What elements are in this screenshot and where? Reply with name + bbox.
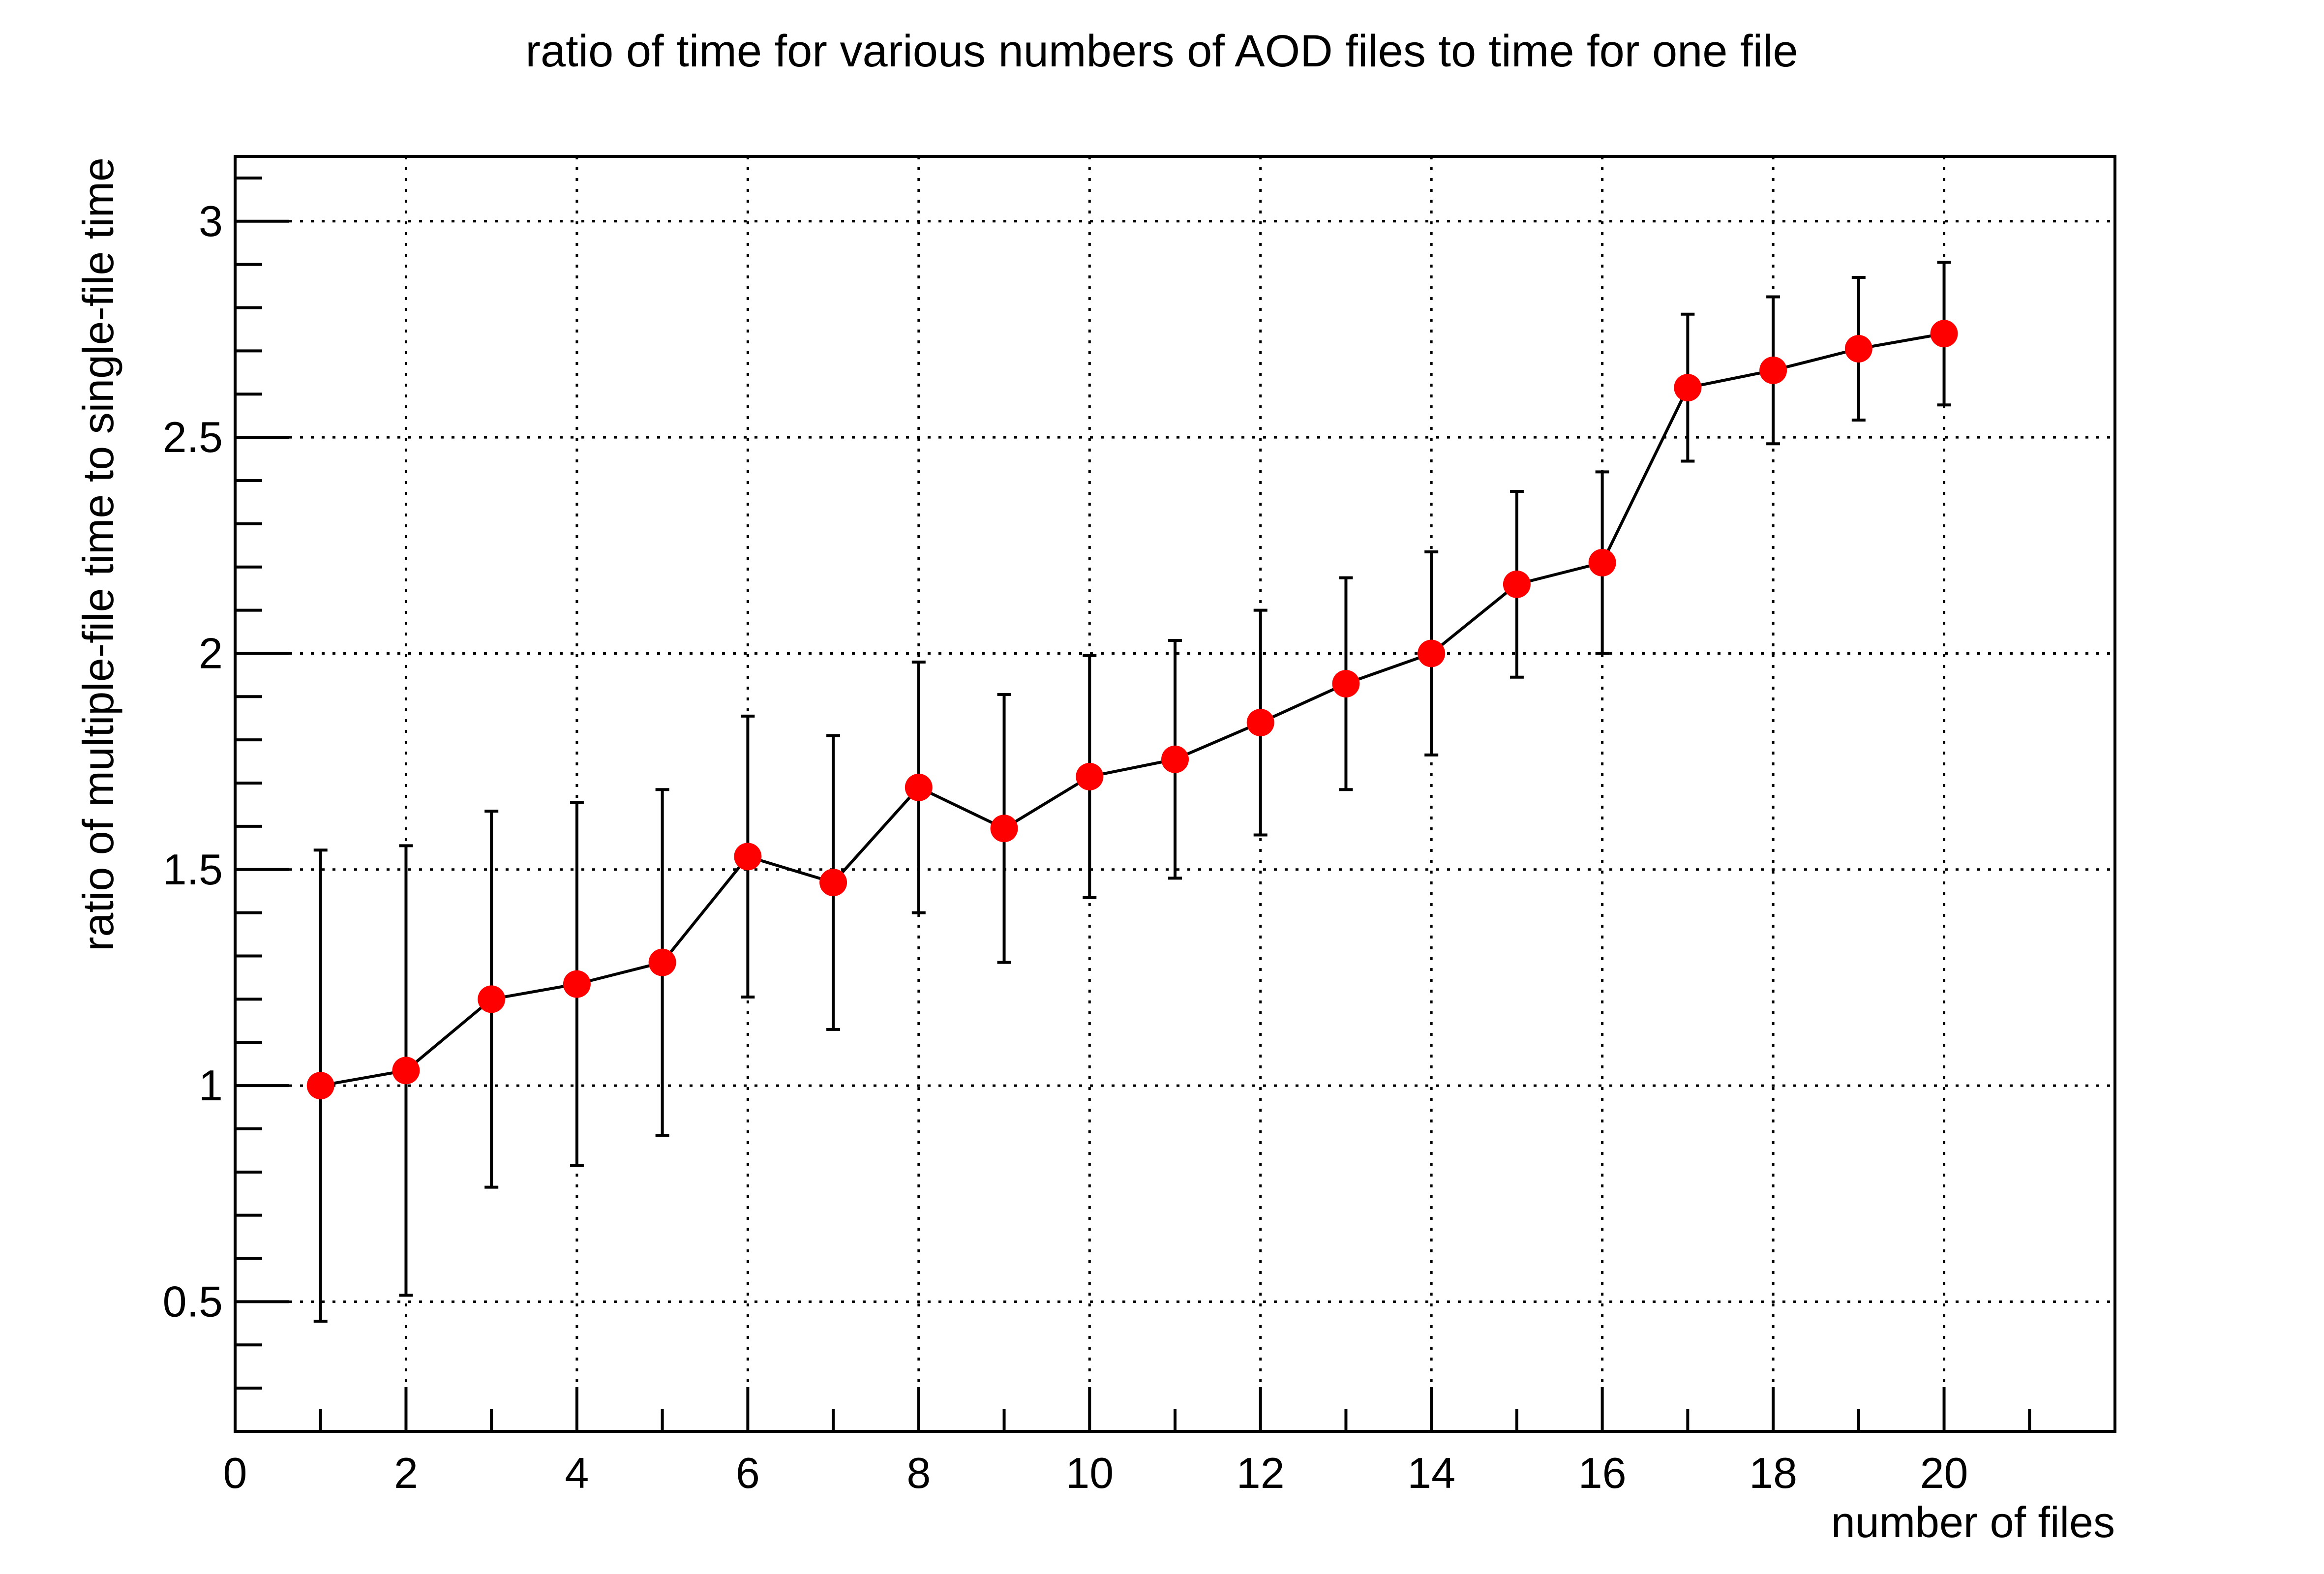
data-point [734,843,762,871]
data-point [1161,745,1189,773]
data-point [1674,374,1702,402]
x-tick-label: 6 [736,1449,760,1497]
y-tick-label: 2.5 [163,413,223,461]
y-tick-label: 0.5 [163,1277,223,1326]
ticks: 0 2 4 6 8 10 12 14 16 18 20 0.5 1 1.5 2 2.5 3 [163,176,2116,1497]
y-tick-label: 3 [199,197,223,245]
x-tick-label: 8 [906,1449,931,1497]
data-point [1418,639,1446,667]
data-point [563,970,591,998]
y-tick-label: 1 [199,1061,223,1110]
data-point [306,1072,334,1100]
x-tick-label: 14 [1407,1449,1455,1497]
data-point [1332,669,1360,697]
chart-title: ratio of time for various numbers of AOD… [525,26,1798,76]
x-tick-label: 4 [565,1449,589,1497]
x-tick-label: 18 [1749,1449,1797,1497]
data-point [1076,762,1104,790]
data-point [1503,570,1531,598]
x-tick-label: 12 [1237,1449,1285,1497]
data-point [392,1057,420,1085]
data-point [1844,334,1872,363]
data-point [1759,356,1787,384]
x-tick-label: 16 [1578,1449,1627,1497]
data-point [819,869,847,897]
x-tick-label: 20 [1920,1449,1968,1497]
data-point [478,985,506,1013]
data-point [648,948,676,976]
x-axis-label: number of files [1831,1498,2115,1546]
y-tick-label: 1.5 [163,845,223,894]
data-point [1930,320,1958,348]
x-tick-label: 10 [1065,1449,1114,1497]
series-line [320,332,1945,1088]
data-series [306,261,1958,1323]
data-point [990,815,1018,843]
data-point [905,773,933,801]
y-axis-label: ratio of multiple-file time to single-fi… [74,157,122,951]
x-tick-label: 0 [223,1449,247,1497]
data-point [1246,709,1274,737]
data-point [1588,548,1616,576]
x-tick-label: 2 [394,1449,418,1497]
y-tick-label: 2 [199,629,223,677]
